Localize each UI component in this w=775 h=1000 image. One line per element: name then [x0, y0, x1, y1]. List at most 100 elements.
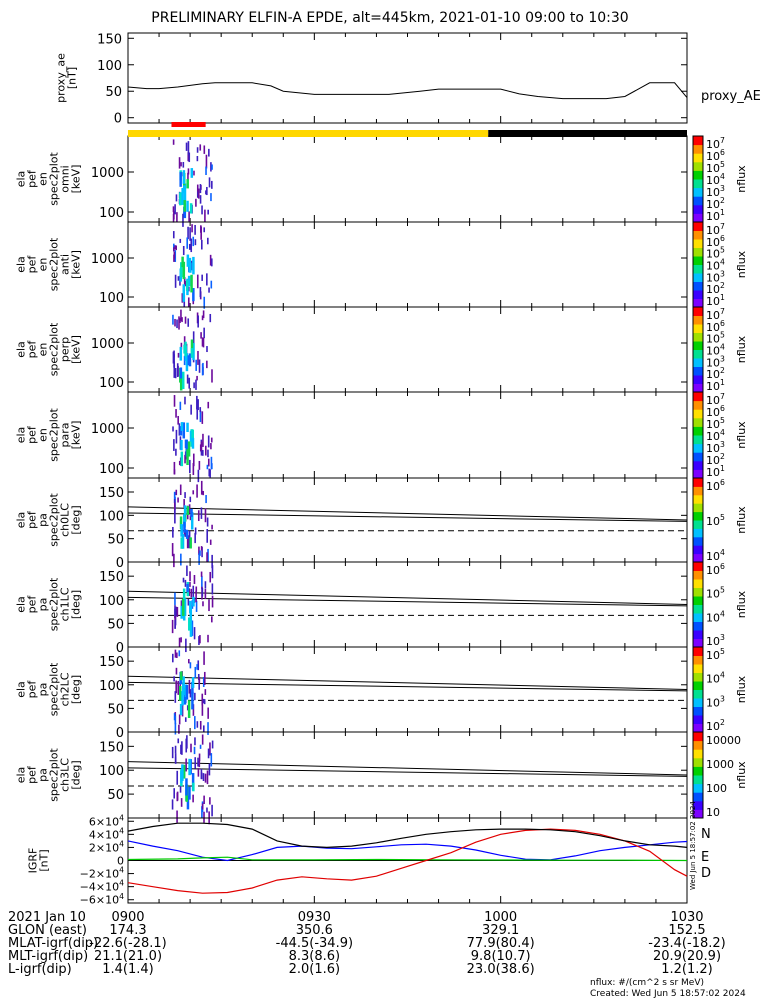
colorbar-cell: [693, 302, 703, 306]
colorbar-cell: [693, 482, 703, 485]
colorbar-cell: [693, 279, 703, 282]
spectrogram-pixels: [171, 649, 209, 735]
axis-ylabel: proxy_ae[nT]: [55, 53, 79, 103]
colorbar-cell: [693, 764, 703, 767]
colorbar-tick: 107: [706, 222, 725, 237]
colorbar-cell: [693, 524, 703, 527]
ephemeris-value: -44.5(-34.9): [275, 936, 354, 951]
axis-ylabel: elapefenspec2plotperp[keV]: [15, 322, 83, 376]
ephemeris-row-label: L-igrf(dip): [8, 962, 72, 977]
colorbar-cell: [693, 738, 703, 742]
colorbar-cell: [693, 230, 703, 234]
colorbar-cell: [693, 334, 703, 338]
colorbar-cell: [693, 564, 703, 567]
colorbar-cell: [693, 385, 703, 389]
colorbar-cell: [693, 196, 703, 199]
colorbar-cell: [693, 315, 703, 319]
colorbar-cell: [693, 549, 703, 552]
colorbar-cell: [693, 194, 703, 197]
ytick-label: 100: [99, 679, 124, 694]
colorbar-cell: [693, 343, 703, 346]
colorbar-cell: [693, 189, 703, 193]
colorbar-cell: [693, 647, 703, 650]
colorbar-cell: [693, 326, 703, 329]
colorbar-tick: 107: [706, 307, 725, 322]
ytick-label: 1000: [91, 252, 124, 267]
colorbar-tick: 106: [706, 148, 725, 163]
colorbar-tick: 105: [706, 586, 725, 601]
colorbar-cell: [693, 536, 703, 540]
ytick-label: 100: [99, 462, 124, 477]
colorbar-cell: [693, 324, 703, 327]
colorbar-cell: [693, 362, 703, 365]
anti-loss-cone-line: [127, 596, 688, 607]
colorbar-tick: 104: [706, 671, 725, 686]
colorbar-cell: [693, 294, 703, 297]
colorbar-tick: 1000: [706, 758, 734, 771]
colorbar-cell: [693, 593, 703, 597]
colorbar-cell: [693, 353, 703, 357]
colorbar-tick: 106: [706, 319, 725, 334]
colorbar-cell: [693, 676, 703, 680]
ephemeris-value: 1.4(1.4): [102, 962, 154, 977]
ytick-label: 50: [107, 617, 124, 632]
colorbar-cell: [693, 576, 703, 580]
colorbar-cell: [693, 148, 703, 152]
colorbar-cell: [693, 309, 703, 312]
ytick-label: 1000: [91, 166, 124, 181]
colorbar-cell: [693, 668, 703, 671]
colorbar-cell: [693, 341, 703, 344]
colorbar-cell: [693, 270, 703, 274]
colorbar-cell: [693, 347, 703, 350]
colorbar-tick: 102: [706, 452, 725, 467]
colorbar-cell: [693, 787, 703, 791]
ytick-label: 50: [107, 788, 124, 803]
colorbar-tick: 102: [706, 281, 725, 296]
ytick-label: 1000: [91, 337, 124, 352]
colorbar-cell: [693, 670, 703, 673]
colorbar-cell: [693, 206, 703, 210]
colorbar-cell: [693, 241, 703, 244]
pitch-angle-spectrogram-panel: 150 100 50 0 elapefpaspec2plotch0LC[deg] 106 1…: [15, 477, 748, 571]
legend-d: D: [701, 866, 711, 881]
colorbar-cell: [693, 307, 703, 310]
colorbar-cell: [693, 717, 703, 720]
colorbar-cell: [693, 534, 703, 538]
colorbar-cell: [693, 664, 703, 667]
colorbar-cell: [693, 636, 703, 639]
colorbar-cell: [693, 494, 703, 498]
colorbar-cell: [693, 689, 703, 693]
colorbar-cell: [693, 591, 703, 595]
colorbar-tick: 105: [706, 160, 725, 175]
colorbar-cell: [693, 249, 703, 253]
colorbar-tick: 105: [706, 416, 725, 431]
colorbar-cell: [693, 153, 703, 156]
colorbar-cell: [693, 768, 703, 772]
colorbar-tick: 100: [706, 782, 727, 795]
colorbar-cell: [693, 695, 703, 699]
colorbar-cell: [693, 413, 703, 417]
colorbar-cell: [693, 559, 703, 563]
colorbar-cell: [693, 213, 703, 217]
colorbar-cell: [693, 488, 703, 492]
colorbar-cell: [693, 469, 703, 473]
colorbar-cell: [693, 678, 703, 682]
colorbar-cell: [693, 422, 703, 425]
ytick-label: 150: [97, 32, 122, 47]
colorbar-cell: [693, 260, 703, 263]
colorbar-cell: [693, 712, 703, 716]
legend-n: N: [701, 827, 711, 842]
panel-frame: [127, 135, 688, 223]
colorbar-tick: 102: [706, 718, 725, 733]
colorbar-cell: [693, 204, 703, 208]
colorbar-cell: [693, 381, 703, 384]
colorbar-cell: [693, 757, 703, 761]
colorbar-cell: [693, 802, 703, 806]
colorbar-cell: [693, 617, 703, 620]
colorbar-cell: [693, 496, 703, 500]
colorbar-cell: [693, 813, 703, 817]
colorbar-cell: [693, 545, 703, 548]
spectrogram-pixels: [172, 139, 213, 227]
status-bars: [128, 122, 687, 137]
